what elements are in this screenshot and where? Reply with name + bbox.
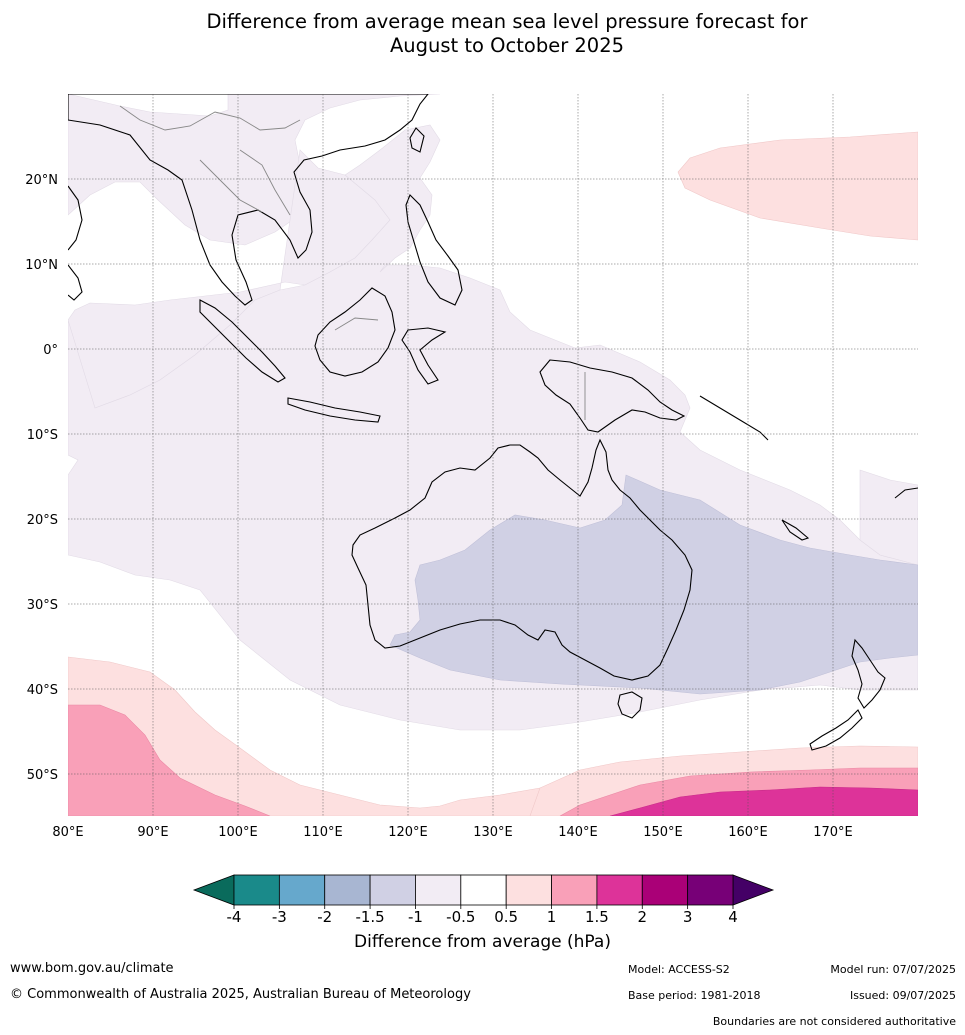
borneo-coastline xyxy=(314,287,396,377)
java-coastline xyxy=(287,397,381,423)
footer-model: Model: ACCESS-S2 xyxy=(628,963,730,976)
colorbar-segment xyxy=(369,874,416,906)
colorbar-tick-label: 0.5 xyxy=(494,908,518,926)
new-zealand-north-coastline xyxy=(851,638,886,709)
colorbar-tick-label: -0.5 xyxy=(446,908,475,926)
sri-lanka-coastline xyxy=(68,264,83,301)
lon-label: 100°E xyxy=(218,825,258,840)
map-title-line1: Difference from average mean sea level p… xyxy=(206,10,808,33)
lon-label: 110°E xyxy=(303,825,343,840)
footer-model-run: Model run: 07/07/2025 xyxy=(830,963,956,976)
lon-label: 160°E xyxy=(728,825,768,840)
lon-label: 80°E xyxy=(52,825,83,840)
colorbar-segment xyxy=(278,874,326,906)
pressure-anomaly-map: 20°N 10°N 0° 10°S 20°S 30°S 40°S 50°S 80… xyxy=(25,94,918,926)
lon-label: 120°E xyxy=(388,825,428,840)
colorbar-tick-label: -2 xyxy=(317,908,332,926)
colorbar-tick-label: 3 xyxy=(683,908,693,926)
new-caledonia-coastline xyxy=(781,519,810,541)
colorbar-tick-label: -3 xyxy=(272,908,287,926)
sumatra-coastline xyxy=(199,299,286,383)
anomaly-region-plus-1.5 xyxy=(609,786,918,816)
colorbar-segment xyxy=(641,874,689,906)
coastlines xyxy=(68,94,918,751)
colorbar-segment xyxy=(324,874,371,906)
lat-label: 0° xyxy=(43,343,58,358)
india-coastline xyxy=(68,185,83,251)
tasmania-coastline xyxy=(617,691,643,719)
colorbar-tick-label: 2 xyxy=(637,908,647,926)
taiwan-coastline xyxy=(409,127,425,153)
lat-label: 50°S xyxy=(27,768,58,783)
colorbar-segment xyxy=(596,874,643,906)
map-title-line2: August to October 2025 xyxy=(389,34,625,57)
lon-label: 140°E xyxy=(558,825,598,840)
sulawesi-coastline xyxy=(401,327,447,385)
longitude-labels: 80°E 90°E 100°E 110°E 120°E 130°E 140°E … xyxy=(52,825,852,840)
pacific-islands-coastline xyxy=(699,395,769,441)
anomaly-region-plus-1-southwest xyxy=(68,704,271,816)
colorbar-under-arrow xyxy=(192,874,235,906)
colorbar-over-arrow xyxy=(732,874,775,906)
lon-label: 170°E xyxy=(813,825,853,840)
philippines-coastline xyxy=(405,194,463,306)
country-borders xyxy=(119,105,586,420)
lat-label: 20°N xyxy=(25,173,58,188)
map-title: Difference from average mean sea level p… xyxy=(0,10,965,58)
colorbar-segment xyxy=(687,874,734,906)
footer-boundaries-note: Boundaries are not considered authoritat… xyxy=(712,1015,956,1028)
lat-label: 10°N xyxy=(25,258,58,273)
footer-issued: Issued: 09/07/2025 xyxy=(849,989,956,1002)
footer-url[interactable]: www.bom.gov.au/climate xyxy=(10,961,174,976)
colorbar-tick-label: 1.5 xyxy=(585,908,609,926)
colorbar-tick-label: -1.5 xyxy=(355,908,384,926)
lat-label: 40°S xyxy=(27,683,58,698)
colorbar-segment xyxy=(551,874,598,906)
anomaly-region-minus-0.5 xyxy=(68,94,441,246)
colorbar-segment xyxy=(460,874,507,906)
colorbar-tick-label: -4 xyxy=(227,908,242,926)
footer-copyright: © Commonwealth of Australia 2025, Austra… xyxy=(10,987,471,1002)
colorbar-segment xyxy=(505,874,552,906)
colorbar-label: Difference from average (hPa) xyxy=(354,932,611,952)
australia-coastline xyxy=(351,438,693,681)
lat-label: 10°S xyxy=(27,428,58,443)
lon-label: 150°E xyxy=(643,825,683,840)
colorbar-segment xyxy=(415,874,462,906)
lat-label: 30°S xyxy=(27,598,58,613)
colorbar: -4 -3 -2 -1.5 -1 -0.5 0.5 1 1.5 2 3 4 xyxy=(192,874,775,926)
graticule xyxy=(68,94,918,816)
lon-label: 90°E xyxy=(137,825,168,840)
lon-label: 130°E xyxy=(473,825,513,840)
colorbar-segment xyxy=(233,874,280,906)
footer-base-period: Base period: 1981-2018 xyxy=(628,989,761,1002)
latitude-labels: 20°N 10°N 0° 10°S 20°S 30°S 40°S 50°S xyxy=(25,173,58,783)
colorbar-tick-label: -1 xyxy=(408,908,423,926)
colorbar-tick-label: 1 xyxy=(547,908,557,926)
lat-label: 20°S xyxy=(27,513,58,528)
anomaly-region-plus-0.5-north-pacific xyxy=(677,131,918,241)
anomaly-region-minus-1 xyxy=(389,474,918,695)
new-guinea-coastline xyxy=(539,359,686,433)
new-zealand-south-coastline xyxy=(809,709,863,751)
colorbar-tick-label: 4 xyxy=(728,908,738,926)
